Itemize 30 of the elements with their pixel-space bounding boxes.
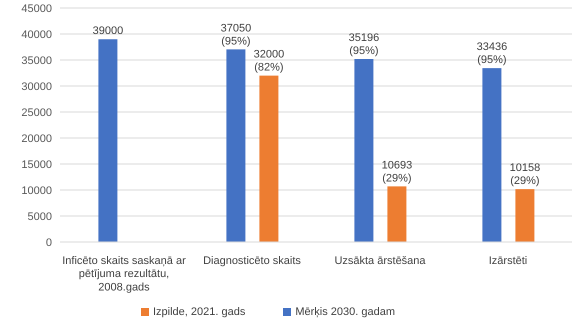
x-tick-label: Diagnosticēto skaits bbox=[203, 254, 302, 267]
bar bbox=[354, 58, 374, 242]
y-tick-label: 10000 bbox=[21, 184, 52, 197]
y-tick-label: 0 bbox=[46, 236, 52, 249]
bar bbox=[98, 39, 118, 242]
x-tick-label: Izārstēti bbox=[488, 254, 528, 267]
bar bbox=[482, 68, 502, 242]
data-label: 39000 bbox=[92, 25, 124, 38]
x-tick-label: Uzsākta ārstēšana bbox=[334, 254, 426, 267]
x-tick-label: Inficēto skaits saskaņā ar pētījuma rezultātu, 2008.gads bbox=[62, 254, 186, 294]
y-tick-label: 20000 bbox=[21, 132, 52, 145]
data-label: 10158 (29%) bbox=[510, 162, 540, 188]
y-tick-label: 30000 bbox=[21, 80, 52, 93]
y-tick-label: 40000 bbox=[21, 28, 52, 41]
bar bbox=[515, 189, 534, 242]
data-label: 33436 (95%) bbox=[476, 41, 508, 66]
legend-label: Izpilde, 2021. gads bbox=[152, 306, 246, 318]
y-tick-label: 25000 bbox=[21, 106, 52, 119]
data-label: 32000 (82%) bbox=[254, 48, 284, 74]
bar bbox=[387, 186, 406, 242]
data-label: 10693 (29%) bbox=[382, 159, 412, 184]
bar bbox=[259, 76, 278, 242]
legend-label: Mērķis 2030. gadam bbox=[295, 306, 396, 318]
data-label: 37050 (95%) bbox=[220, 22, 252, 48]
y-tick-label: 5000 bbox=[28, 210, 52, 223]
bar bbox=[226, 49, 246, 242]
y-tick-label: 45000 bbox=[21, 2, 52, 15]
data-label: 35196 (95%) bbox=[348, 32, 380, 57]
y-tick-label: 15000 bbox=[21, 158, 52, 171]
y-tick-label: 35000 bbox=[21, 54, 52, 67]
